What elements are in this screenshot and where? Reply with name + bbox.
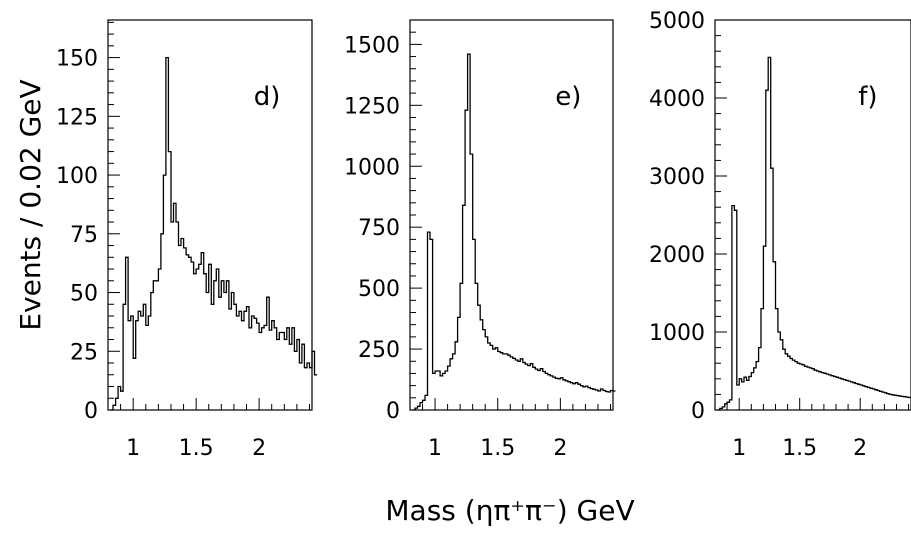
panel-d: 0 25 50 75 100 125 150 1 1.5 2 d): [56, 19, 317, 461]
y-tick-label: 750: [358, 216, 400, 241]
y-tick-label: 1250: [344, 94, 400, 119]
x-tick-label: 2: [853, 436, 867, 461]
panel-d-frame: [107, 19, 313, 411]
x-tick-label: 2: [553, 436, 567, 461]
y-tick-label: 4000: [649, 87, 705, 112]
y-tick-label: 1000: [344, 155, 400, 180]
panel-label: d): [254, 82, 281, 112]
panel-label: e): [555, 82, 581, 112]
y-tick-label: 150: [56, 47, 98, 72]
y-tick-label: 125: [56, 105, 98, 130]
y-axis-title: Events / 0.02 GeV: [14, 79, 47, 330]
x-tick-label: 1: [428, 436, 442, 461]
panel-e: 0 250 500 750 1000 1250 1500 1 1.5 2 e): [344, 19, 616, 461]
y-tick-label: 0: [84, 399, 98, 424]
y-tick-label: 0: [386, 399, 400, 424]
y-tick-label: 1500: [344, 33, 400, 58]
x-tick-label: 1.5: [782, 436, 817, 461]
y-tick-label: 25: [70, 340, 98, 365]
y-tick-label: 500: [358, 277, 400, 302]
x-tick-label: 1.5: [179, 436, 214, 461]
panel-d-histogram-series: [110, 56, 317, 411]
panel-e-frame: [409, 19, 614, 411]
panel-e-histogram-series: [412, 53, 616, 411]
y-tick-label: 250: [358, 338, 400, 363]
panel-f: 0 1000 2000 3000 4000 5000 1 1.5 2 f): [649, 9, 911, 461]
panel-f-histogram-series: [717, 56, 911, 411]
y-tick-label: 5000: [649, 9, 705, 34]
y-tick-label: 0: [691, 399, 705, 424]
x-tick-label: 2: [252, 436, 266, 461]
x-axis-title: Mass (ηπ⁺π⁻) GeV: [385, 494, 634, 527]
panel-label: f): [858, 82, 877, 112]
panel-f-frame: [714, 19, 911, 411]
x-tick-label: 1.5: [480, 436, 515, 461]
y-tick-label: 2000: [649, 243, 705, 268]
y-tick-label: 75: [70, 223, 98, 248]
y-tick-label: 1000: [649, 321, 705, 346]
y-tick-label: 100: [56, 164, 98, 189]
y-tick-label: 50: [70, 282, 98, 307]
x-tick-label: 1: [126, 436, 140, 461]
y-tick-label: 3000: [649, 165, 705, 190]
x-tick-label: 1: [732, 436, 746, 461]
